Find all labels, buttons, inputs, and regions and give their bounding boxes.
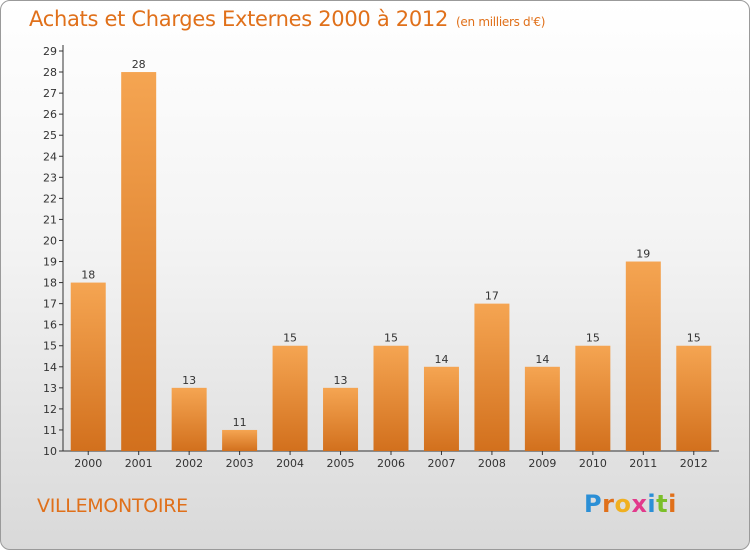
bar-2005	[323, 387, 359, 451]
logo-letter: P	[584, 490, 603, 518]
value-label-2006: 15	[384, 332, 398, 345]
value-label-2008: 17	[485, 290, 499, 303]
logo-letter: r	[602, 490, 615, 518]
x-tick-label-2008: 2008	[478, 457, 506, 470]
bar-2004	[272, 345, 308, 451]
value-label-2004: 15	[283, 332, 297, 345]
logo-letter: i	[647, 490, 657, 518]
y-tick-label: 27	[43, 87, 57, 100]
x-axis: 2000 2001 2002 2003 2004 2005 2006 2007 2008 2009…	[63, 450, 719, 470]
value-label-2001: 28	[132, 58, 146, 71]
y-tick-label: 18	[43, 277, 57, 290]
bar-2001	[121, 72, 157, 451]
logo-letter: i	[668, 490, 677, 518]
logo-letter: o	[614, 490, 632, 518]
bar-2009	[524, 366, 560, 451]
value-label-2011: 19	[636, 248, 650, 261]
value-label-2005: 13	[334, 374, 348, 387]
x-tick-label-2001: 2001	[125, 457, 153, 470]
chart-subtitle: (en milliers d'€)	[456, 15, 546, 29]
bar-2000	[70, 282, 106, 451]
x-tick-label-2011: 2011	[629, 457, 657, 470]
value-label-2003: 11	[233, 416, 247, 429]
x-tick-label-2005: 2005	[327, 457, 355, 470]
logo-letter: t	[656, 490, 669, 518]
y-tick-label: 24	[43, 150, 57, 163]
y-tick-label: 26	[43, 108, 57, 121]
y-axis: 10 11 12 13 14 15 16 17 18 19 20 21 22 23 24 25 26 27 28 29	[43, 45, 64, 458]
y-tick-label: 13	[43, 382, 57, 395]
bar-2002	[171, 387, 207, 451]
bar-2010	[575, 345, 611, 451]
proxiti-logo[interactable]: Proxiti	[584, 490, 677, 518]
value-label-2009: 14	[535, 353, 549, 366]
bars: 18 28 13 11 15 13 15 14 17 14 15 19 15	[70, 58, 712, 451]
value-label-2002: 13	[182, 374, 196, 387]
bar-2006	[373, 345, 409, 451]
value-label-2012: 15	[687, 332, 701, 345]
x-tick-label-2012: 2012	[680, 457, 708, 470]
bar-2008	[474, 303, 510, 451]
y-tick-label: 23	[43, 171, 57, 184]
x-tick-label-2009: 2009	[528, 457, 556, 470]
y-tick-label: 28	[43, 66, 57, 79]
x-tick-label-2000: 2000	[74, 457, 102, 470]
logo-letter: x	[631, 490, 648, 518]
y-tick-label: 10	[43, 445, 57, 458]
commune-name: VILLEMONTOIRE	[37, 495, 188, 517]
y-tick-label: 16	[43, 319, 57, 332]
x-tick-label-2004: 2004	[276, 457, 304, 470]
y-tick-label: 21	[43, 213, 57, 226]
y-tick-label: 19	[43, 256, 57, 269]
y-tick-label: 29	[43, 45, 57, 58]
x-tick-label-2002: 2002	[175, 457, 203, 470]
value-label-2000: 18	[81, 269, 95, 282]
bar-2007	[423, 366, 459, 451]
value-label-2007: 14	[434, 353, 448, 366]
value-label-2010: 15	[586, 332, 600, 345]
y-tick-label: 20	[43, 234, 57, 247]
chart-title: Achats et Charges Externes 2000 à 2012 (e…	[29, 7, 545, 31]
bar-2012	[676, 345, 712, 451]
y-tick-label: 12	[43, 403, 57, 416]
x-tick-label-2007: 2007	[427, 457, 455, 470]
x-tick-label-2006: 2006	[377, 457, 405, 470]
chart-title-text: Achats et Charges Externes 2000 à 2012	[29, 7, 449, 31]
y-tick-label: 11	[43, 424, 57, 437]
y-tick-label: 14	[43, 361, 57, 374]
y-tick-label: 25	[43, 129, 57, 142]
bar-2003	[222, 429, 258, 451]
y-tick-label: 15	[43, 340, 57, 353]
bar-2011	[625, 261, 661, 451]
x-tick-label-2003: 2003	[226, 457, 254, 470]
x-tick-label-2010: 2010	[579, 457, 607, 470]
y-tick-label: 17	[43, 298, 57, 311]
y-tick-label: 22	[43, 192, 57, 205]
